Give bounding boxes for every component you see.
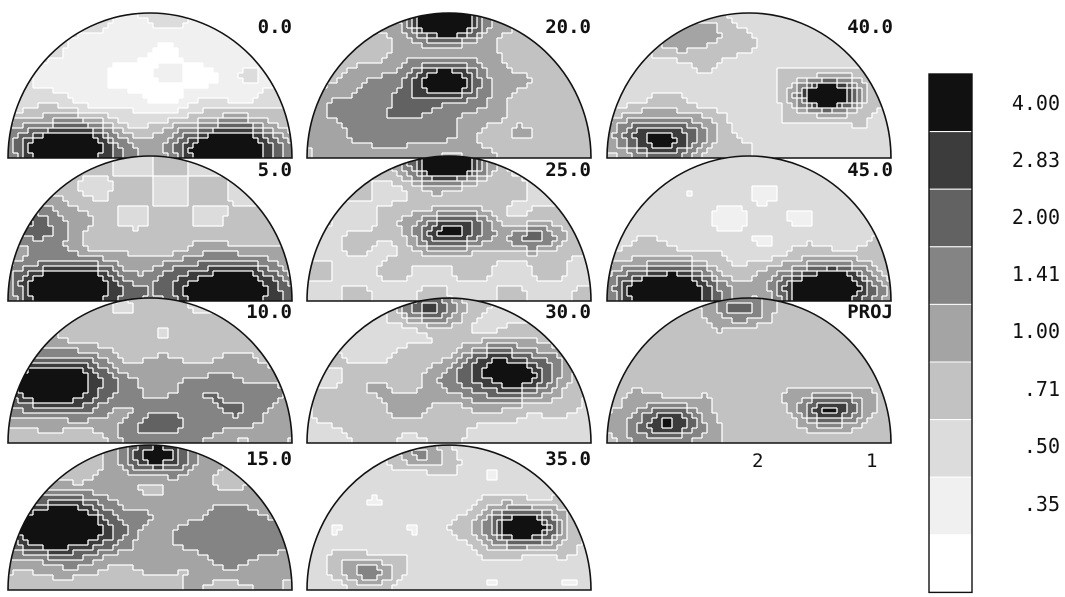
- panel-45-0: 45.0: [606, 155, 893, 302]
- panel-15-0: 15.0: [7, 444, 293, 591]
- intensity-field: [8, 156, 292, 301]
- panel-outline: [306, 297, 592, 444]
- panel-0-0-label: 0.0: [258, 16, 292, 38]
- proj-axis-mark-1: 1: [866, 450, 877, 472]
- panel-outline: [606, 297, 892, 444]
- panel-outline: [7, 12, 293, 159]
- panel-proj-label: PROJ: [847, 301, 893, 323]
- legend-label-1-00: 1.00: [1012, 319, 1060, 343]
- legend-label-4-00: 4.00: [1012, 91, 1060, 115]
- panel-40-0-label: 40.0: [847, 16, 893, 38]
- panel-30-0-label: 30.0: [545, 301, 591, 323]
- panel-outline: [606, 12, 892, 159]
- legend-label-2-83: 2.83: [1012, 148, 1060, 172]
- legend-swatches: [928, 73, 973, 594]
- legend-swatch-3: [928, 246, 973, 305]
- panel-proj: PROJ: [606, 297, 893, 444]
- panel-25-0: 25.0: [306, 155, 592, 302]
- panel-35-0-label: 35.0: [545, 448, 591, 470]
- panel-outline: [306, 155, 592, 302]
- legend-swatch-5: [928, 361, 973, 421]
- legend-swatch-2: [928, 188, 973, 248]
- legend-swatch-7: [928, 476, 973, 536]
- legend-label-2-00: 2.00: [1012, 205, 1060, 229]
- legend: 4.00 2.83 2.00 1.41 1.00 .71 .50 .35: [928, 73, 1060, 594]
- panel-outline: [7, 297, 293, 444]
- panel-30-0: 30.0: [306, 297, 592, 444]
- proj-axis-marks: 2 1: [752, 450, 877, 472]
- panel-outline: [7, 444, 293, 591]
- legend-swatch-1: [928, 131, 973, 190]
- panel-5-0-label: 5.0: [258, 159, 292, 181]
- legend-swatch-4: [928, 303, 973, 363]
- panel-outline: [306, 12, 592, 159]
- legend-swatch-0: [928, 73, 973, 133]
- legend-label-0-35: .35: [1024, 492, 1060, 516]
- panel-outline: [7, 155, 293, 302]
- panel-40-0: 40.0: [606, 12, 893, 159]
- legend-label-1-41: 1.41: [1012, 262, 1060, 286]
- panel-outline: [306, 444, 592, 591]
- panel-15-0-label: 15.0: [246, 448, 292, 470]
- panel-45-0-label: 45.0: [847, 159, 893, 181]
- intensity-field: [8, 13, 292, 158]
- legend-frame: [928, 73, 973, 594]
- panel-20-0-label: 20.0: [545, 16, 591, 38]
- panels-layer: 0.0 5.0 10.0 15.0 20.0 25.0 30.0 35.0 40.0 45.0 PR…: [7, 12, 893, 591]
- panel-10-0: 10.0: [7, 297, 293, 444]
- legend-label-0-50: .50: [1024, 434, 1060, 458]
- panel-25-0-label: 25.0: [545, 159, 591, 181]
- panel-35-0: 35.0: [306, 444, 592, 591]
- panel-outline: [606, 155, 892, 302]
- panel-0-0: 0.0: [7, 12, 293, 159]
- legend-label-0-71: .71: [1024, 377, 1060, 401]
- legend-swatch-8: [928, 534, 973, 593]
- panel-5-0: 5.0: [7, 155, 293, 302]
- panel-10-0-label: 10.0: [246, 301, 292, 323]
- proj-axis-mark-2: 2: [752, 450, 763, 472]
- legend-swatch-6: [928, 419, 973, 478]
- panel-20-0: 20.0: [306, 12, 592, 159]
